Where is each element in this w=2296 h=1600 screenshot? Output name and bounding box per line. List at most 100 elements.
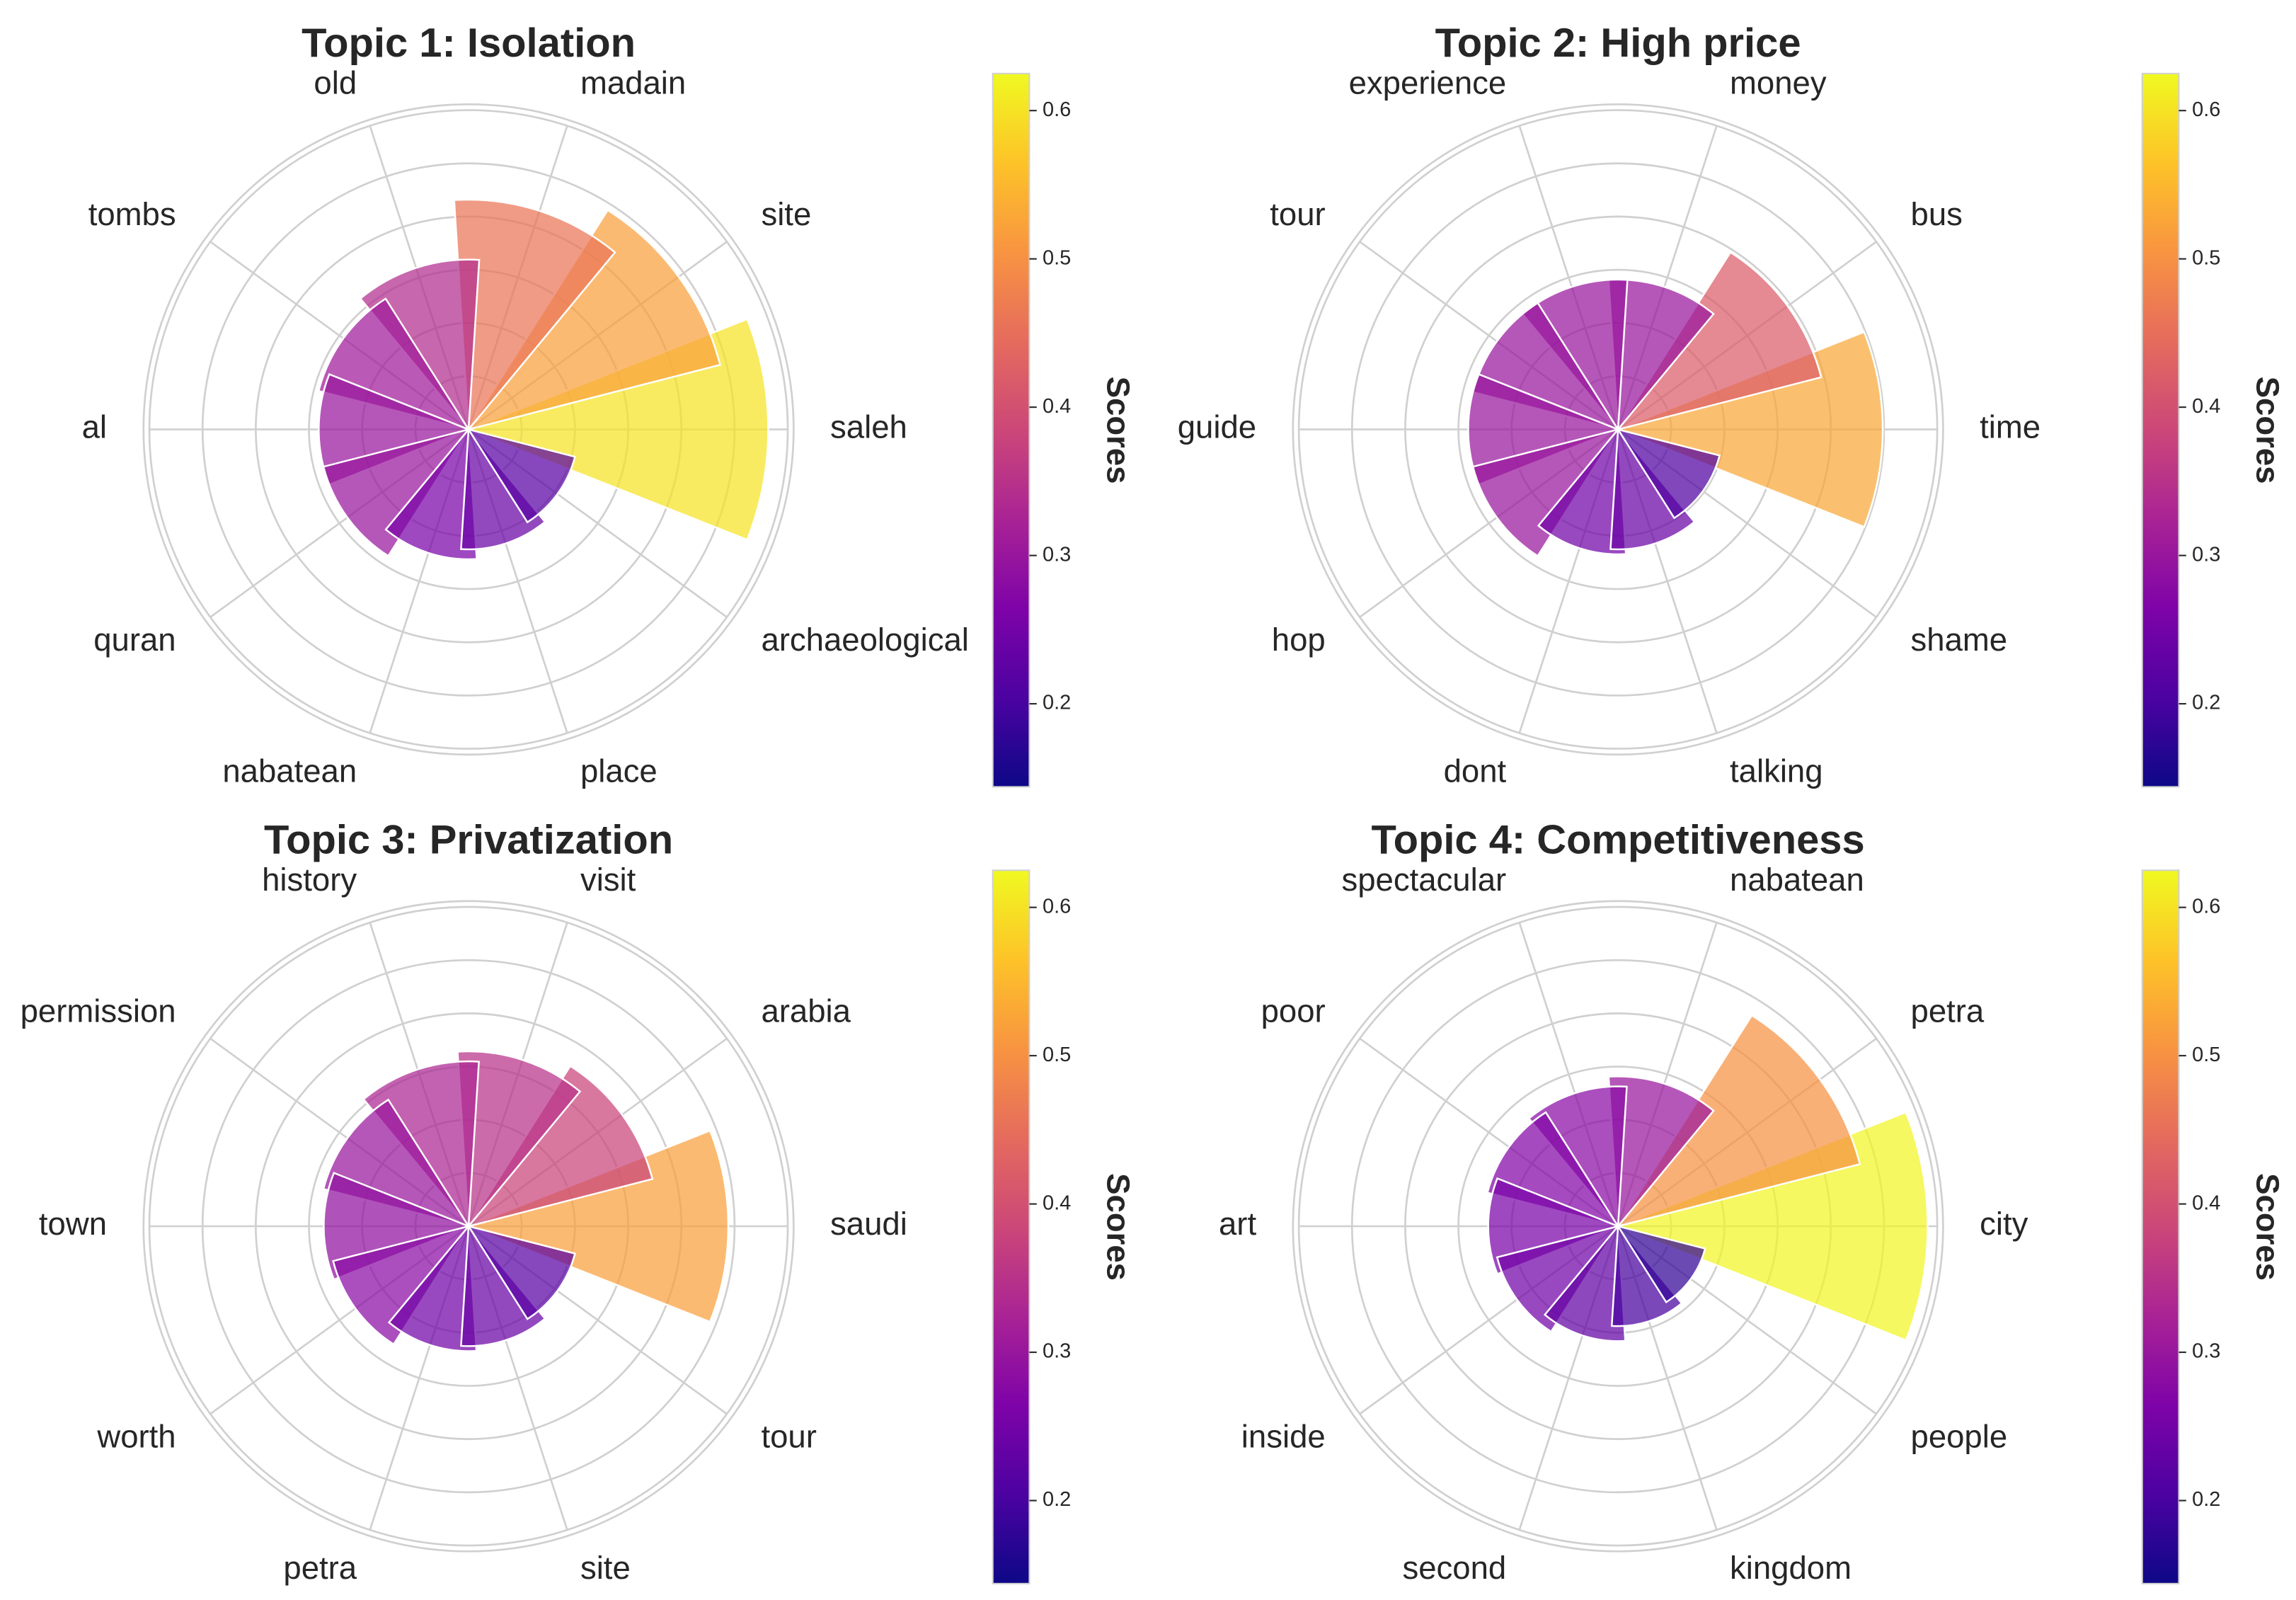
outer-ring <box>142 103 795 756</box>
colorbar-tick-label: 0.5 <box>1043 246 1071 269</box>
bar-time <box>1615 331 1884 528</box>
bar-archaeological <box>466 428 576 524</box>
colorbar-3: 0.2 0.3 0.4 0.5 0.6 Scores <box>992 869 1136 1584</box>
bar-quran <box>322 428 471 558</box>
bar-city <box>1615 1111 1929 1342</box>
category-label: poor <box>1261 993 1326 1029</box>
category-label: nabatean <box>222 753 357 789</box>
category-label: inside <box>1241 1418 1326 1454</box>
category-label: dont <box>1444 753 1507 789</box>
chart-title: Topic 4: Competitiveness <box>1372 817 1865 862</box>
colorbar-tick-label: 0.3 <box>2192 1340 2220 1363</box>
category-label: money <box>1730 65 1827 101</box>
colorbar-tick-label: 0.2 <box>1043 1488 1071 1511</box>
category-label: petra <box>283 1550 357 1586</box>
category-label: spectacular <box>1342 862 1507 898</box>
bar-saleh <box>466 318 769 542</box>
bar-saudi <box>466 1129 730 1323</box>
colorbar-tick-label: 0.4 <box>2192 395 2220 418</box>
colorbar-tick-label: 0.3 <box>2192 543 2220 566</box>
bar-kingdom <box>1610 1223 1683 1327</box>
category-label: quran <box>93 622 176 658</box>
category-label: town <box>39 1206 107 1242</box>
outer-ring <box>142 900 795 1553</box>
colorbar-tick-label: 0.4 <box>2192 1192 2220 1214</box>
colorbar-tick-label: 0.5 <box>2192 1044 2220 1066</box>
category-label: nabatean <box>1730 862 1864 898</box>
outer-ring <box>1292 900 1944 1553</box>
bar-madain <box>453 198 616 432</box>
polar-chart-2: Topic 2: High price time bus money experienc… <box>1178 21 2040 789</box>
bar-petra <box>1616 1014 1861 1228</box>
colorbar-tick-label: 0.6 <box>2192 895 2220 918</box>
bar-history <box>362 1060 480 1229</box>
category-label: tour <box>761 1418 816 1454</box>
category-label: old <box>314 65 357 101</box>
colorbar-label: Scores <box>2250 1173 2286 1281</box>
category-label: art <box>1219 1206 1256 1242</box>
category-label: worth <box>96 1418 176 1454</box>
category-label: second <box>1402 1550 1506 1586</box>
bar-arabia <box>466 1064 654 1228</box>
colorbar-tick-label: 0.6 <box>2192 98 2220 121</box>
bar-site <box>460 1223 546 1347</box>
category-label: experience <box>1349 65 1507 101</box>
category-label: saleh <box>830 409 907 445</box>
bar-talking <box>1609 427 1696 551</box>
chart-title: Topic 1: Isolation <box>302 21 636 66</box>
category-label: petra <box>1911 993 1985 1029</box>
bar-shame <box>1616 428 1721 520</box>
bar-worth <box>332 1225 471 1346</box>
bar-town <box>323 1172 471 1281</box>
category-label: people <box>1911 1418 2008 1454</box>
colorbar-4: 0.2 0.3 0.4 0.5 0.6 Scores <box>2141 869 2286 1584</box>
colorbar-tick-label: 0.6 <box>1043 895 1071 918</box>
category-label: visit <box>580 862 636 898</box>
category-label: madain <box>580 65 686 101</box>
polar-chart-4: Topic 4: Competitiveness city petra nabatea… <box>1219 817 2028 1586</box>
colorbar-tick-label: 0.3 <box>1043 1340 1071 1363</box>
bar-site <box>466 209 721 431</box>
category-label: place <box>580 753 658 789</box>
category-label: city <box>1980 1206 2028 1242</box>
category-label: tombs <box>88 196 176 232</box>
polar-chart-3: Topic 3: Privatization saudi arabia visit hi… <box>21 817 907 1586</box>
category-label: al <box>82 409 107 445</box>
bar-nabatean <box>384 427 478 561</box>
bar-old <box>359 258 481 432</box>
category-label: time <box>1980 409 2040 445</box>
category-label: history <box>262 862 357 898</box>
colorbar-tick-label: 0.2 <box>2192 692 2220 714</box>
colorbar-1: 0.2 0.3 0.4 0.5 0.6 Scores <box>992 72 1136 788</box>
bar-petra <box>387 1223 478 1352</box>
bar-art <box>1487 1177 1621 1276</box>
bar-visit <box>457 1050 582 1229</box>
category-label: hop <box>1272 622 1326 658</box>
category-label: archaeological <box>761 622 968 658</box>
bar-place <box>460 427 546 551</box>
colorbar-bar <box>992 72 1031 788</box>
category-label: saudi <box>830 1206 907 1242</box>
category-label: site <box>761 196 811 232</box>
colorbar-bar <box>2141 72 2180 788</box>
category-label: talking <box>1730 753 1823 789</box>
bar-second <box>1543 1223 1626 1342</box>
colorbar-bar <box>2141 869 2180 1584</box>
outer-ring <box>1292 103 1944 756</box>
colorbar-tick-label: 0.5 <box>1043 1044 1071 1066</box>
category-label: kingdom <box>1730 1550 1852 1586</box>
chart-title: Topic 3: Privatization <box>264 817 673 862</box>
colorbar-tick-label: 0.3 <box>1043 543 1071 566</box>
colorbar-bar <box>992 869 1031 1584</box>
colorbar-label: Scores <box>1100 1173 1136 1281</box>
colorbar-tick-label: 0.4 <box>1043 1192 1071 1214</box>
colorbar-label: Scores <box>2250 377 2286 484</box>
colorbar-tick-label: 0.5 <box>2192 246 2220 269</box>
colorbar-tick-label: 0.2 <box>1043 692 1071 714</box>
bar-hop <box>1471 428 1620 558</box>
bar-dont <box>1537 427 1627 556</box>
category-label: tour <box>1270 196 1325 232</box>
colorbar-label: Scores <box>1100 377 1136 484</box>
bar-inside <box>1496 1225 1620 1333</box>
